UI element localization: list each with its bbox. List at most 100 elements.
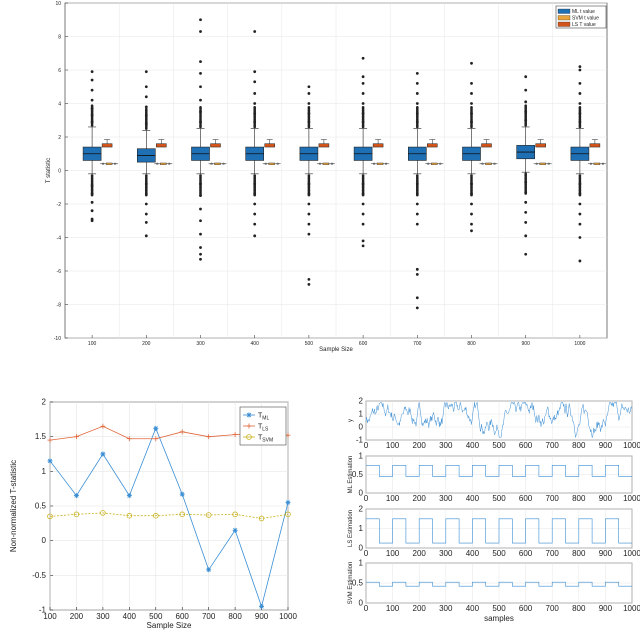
ml-outlier [470,229,473,233]
x-tick-label: 500 [492,549,506,558]
data-point [246,434,252,440]
x-tick-label: 400 [466,494,480,503]
ml-outlier [361,102,365,105]
svm-outlier [264,162,267,165]
ml-outlier [145,107,148,111]
svm-outlier [168,162,171,165]
estimation-line [366,581,632,587]
ml-outlier [470,120,473,124]
legend: TML TLS TSVM [239,406,287,446]
x-tick-label: 600 [519,549,533,558]
y-tick-label: 2 [359,505,364,514]
data-point [179,511,186,518]
svm-outlier [373,162,376,165]
data-point [258,515,265,522]
ml-outlier [90,113,94,117]
svm-box [431,162,438,165]
ml-outlier [90,209,94,213]
svm-outlier [535,162,538,165]
x-tick-label: 100 [88,341,97,347]
ml-outlier [253,70,257,74]
y-tick-label: 0 [58,168,61,174]
ml-outlier [415,267,419,271]
data-point [126,436,132,442]
ml-outlier [470,82,473,85]
y-tick-label: 0 [359,489,364,498]
data-point [246,423,252,429]
ml-outlier [307,102,311,105]
svm-box [214,162,221,165]
ml-outlier [578,82,582,85]
x-tick-label: 500 [492,494,506,503]
x-tick-label: 100 [43,612,57,621]
ml-outlier [578,106,582,109]
ml-outlier [90,192,94,196]
ml-outlier [199,18,202,22]
ml-outlier [361,239,365,243]
ml-outlier [307,283,311,286]
ml-outlier [307,222,311,226]
ml-outlier [199,194,202,198]
ml-outlier [253,120,257,124]
ml-outlier [253,102,257,105]
x-axis-label: samples [484,614,514,623]
data-point [100,451,106,457]
x-tick-label: 500 [149,612,163,621]
data-point [47,437,53,443]
ml-outlier [415,192,419,196]
ml-outlier [307,182,311,186]
x-tick-label: 0 [364,494,369,503]
svm-outlier [318,162,321,165]
ml-outlier [90,78,94,82]
data-point [232,527,238,533]
ml-outlier [524,252,528,256]
svm-outlier [101,162,105,165]
legend-label: ML t value [572,9,595,15]
ml-outlier [90,107,94,110]
ml-outlier [361,112,365,115]
x-tick-label: 300 [439,494,453,503]
ml-outlier [524,118,528,122]
ml-outlier [144,221,148,224]
svm-outlier [547,162,550,165]
ml-outlier [524,104,527,107]
panel-4: 0 0.5 1 0 100 200 300 400 500 600 700 800 900 1000 SVM… [348,559,640,614]
y-tick-label: 2 [42,398,47,407]
x-tick-label: 500 [492,604,506,613]
ml-outlier [253,192,257,196]
ml-outlier [524,88,528,92]
ml-outlier [470,202,473,206]
x-tick-label: 800 [228,612,242,621]
ml-outlier [470,222,473,226]
x-tick-label: 600 [176,612,190,621]
ml-outlier [253,30,257,33]
y-tick-label: 1 [359,452,364,461]
svm-box [485,162,492,165]
y-tick-label: 0.5 [352,579,364,588]
y-tick-label: -0.5 [32,571,46,580]
y-tick-label: 2 [359,397,364,406]
ml-outlier [253,112,257,115]
ml-outlier [361,212,365,216]
legend-label: TSVM [258,435,273,444]
ml-outlier [415,182,419,186]
ml-outlier [90,200,94,204]
svm-box [105,162,113,165]
y-axis-label: SVM Estimation [348,562,354,605]
ls-box [372,143,384,148]
svm-outlier [276,162,279,165]
ls-box [481,143,492,148]
legend-swatch [557,8,571,14]
y-tick-label: -1 [356,436,364,445]
x-tick-label: 800 [572,549,586,558]
ml-outlier [307,106,311,109]
x-tick-label: 700 [413,341,422,347]
y-tick-label: -10 [54,336,61,342]
svm-outlier [222,162,225,165]
y-tick-label: 0 [42,536,47,545]
ls-box [589,143,601,148]
ml-outlier [415,112,419,115]
y-axis-label: T statistic [46,158,52,183]
ml-outlier [90,88,94,92]
legend-label: SVM t value [572,16,599,22]
